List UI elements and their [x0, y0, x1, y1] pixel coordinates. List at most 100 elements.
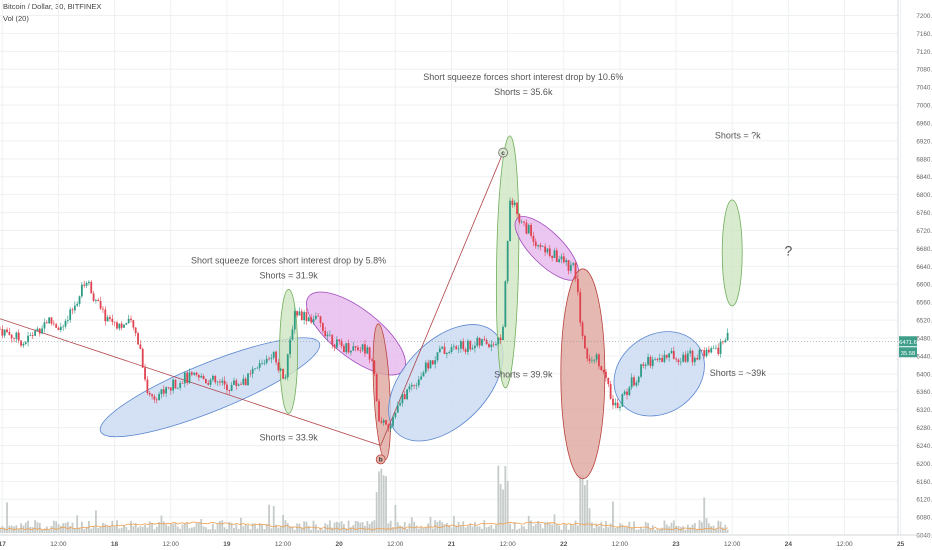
candle-body	[488, 344, 490, 348]
annotation-text: Short squeeze forces short interest drop…	[191, 256, 386, 266]
candle-body	[162, 389, 165, 394]
volume-bar	[438, 520, 441, 533]
volume-bar	[1, 525, 4, 533]
candle-body	[422, 372, 425, 377]
price-tick-label: 7200.0	[916, 13, 932, 20]
candle-body	[118, 323, 121, 329]
volume-bar	[303, 521, 306, 533]
volume-bar	[665, 524, 668, 533]
volume-bar	[534, 523, 537, 533]
volume-bar	[431, 528, 434, 533]
candle-body	[459, 341, 462, 349]
volume-bar	[235, 524, 238, 533]
candle-body	[471, 348, 474, 350]
volume-bar	[497, 465, 500, 533]
time-tick-label: 12:00	[50, 541, 67, 548]
candle-body	[719, 341, 722, 354]
price-tick-label: 6880.0	[916, 156, 932, 163]
candle-body	[357, 347, 359, 351]
volume-bar	[228, 521, 231, 533]
candle-body	[312, 319, 315, 323]
candle-body	[663, 354, 666, 362]
volume-bar	[132, 526, 135, 533]
candle-body	[523, 221, 525, 223]
candle-body	[686, 353, 689, 362]
candle-body	[579, 292, 582, 323]
candle-body	[441, 346, 444, 349]
volume-bar	[443, 524, 446, 533]
time-axis[interactable]: 17 12:00 18 12:00 19 12:00 20 12:00 21 12:00 22 12:…	[0, 534, 932, 548]
candle-body	[394, 412, 397, 418]
candle-body	[193, 372, 196, 375]
candle-body	[219, 381, 221, 383]
candle-body	[715, 347, 717, 349]
candle-body	[598, 354, 600, 367]
volume-bar	[265, 523, 268, 533]
candle-body	[165, 387, 168, 394]
candle-body	[612, 398, 614, 406]
candle-body	[462, 341, 465, 350]
candle-body	[263, 362, 266, 364]
candle-body	[277, 362, 280, 371]
volume-bar	[197, 522, 200, 533]
volume-bar	[506, 480, 509, 533]
volume-bar	[616, 526, 619, 533]
candle-body	[424, 362, 427, 373]
candle-body	[167, 387, 170, 388]
candle-body	[420, 376, 423, 380]
volume-bar	[448, 525, 451, 533]
volume-bar	[661, 527, 664, 533]
volume-bar	[640, 526, 642, 533]
time-tick-label: 24	[785, 541, 793, 548]
volume-bar	[64, 522, 67, 533]
annotation-text: Shorts = 35.6k	[494, 87, 553, 97]
candle-body	[88, 281, 90, 284]
volume-indicator-label: Vol (20)	[3, 14, 29, 23]
volume-bar	[284, 520, 287, 533]
candle-body	[172, 379, 175, 391]
volume-bar	[125, 526, 128, 533]
candle-body	[640, 364, 642, 377]
candle-body	[291, 329, 294, 340]
volume-bar	[703, 497, 706, 533]
volume-bar	[55, 521, 58, 533]
candle-body	[722, 341, 724, 343]
candle-body	[670, 351, 673, 354]
candle-body	[279, 368, 282, 371]
volume-bar	[621, 524, 624, 533]
volume-bar	[598, 526, 600, 533]
candle-body	[569, 264, 572, 271]
candle-body	[661, 358, 664, 362]
candle-body	[588, 358, 591, 361]
volume-bar	[357, 521, 359, 533]
candle-body	[492, 344, 495, 346]
candle-body	[20, 340, 22, 346]
volume-bar	[190, 527, 193, 533]
candle-body	[331, 334, 334, 345]
candle-body	[560, 256, 563, 260]
candle-body	[270, 357, 273, 359]
volume-bar	[214, 529, 217, 533]
volume-bar	[158, 522, 160, 533]
volume-bar	[247, 524, 249, 533]
candle-body	[401, 394, 404, 404]
volume-bar	[48, 529, 51, 533]
candle-body	[289, 339, 292, 355]
candle-body	[469, 340, 472, 350]
candle-body	[350, 350, 352, 353]
candle-body	[359, 350, 362, 351]
candle-body	[539, 245, 542, 248]
wave-marker-b	[375, 454, 386, 465]
candle-body	[586, 348, 589, 359]
volume-bar	[670, 522, 673, 533]
candle-body	[132, 320, 135, 328]
candle-body	[15, 332, 18, 339]
candle-body	[272, 351, 275, 358]
volume-bar	[469, 523, 472, 533]
wave-marker-label: c	[501, 150, 505, 157]
candle-body	[78, 296, 81, 304]
volume-bar	[328, 520, 331, 533]
volume-bar	[307, 525, 310, 533]
